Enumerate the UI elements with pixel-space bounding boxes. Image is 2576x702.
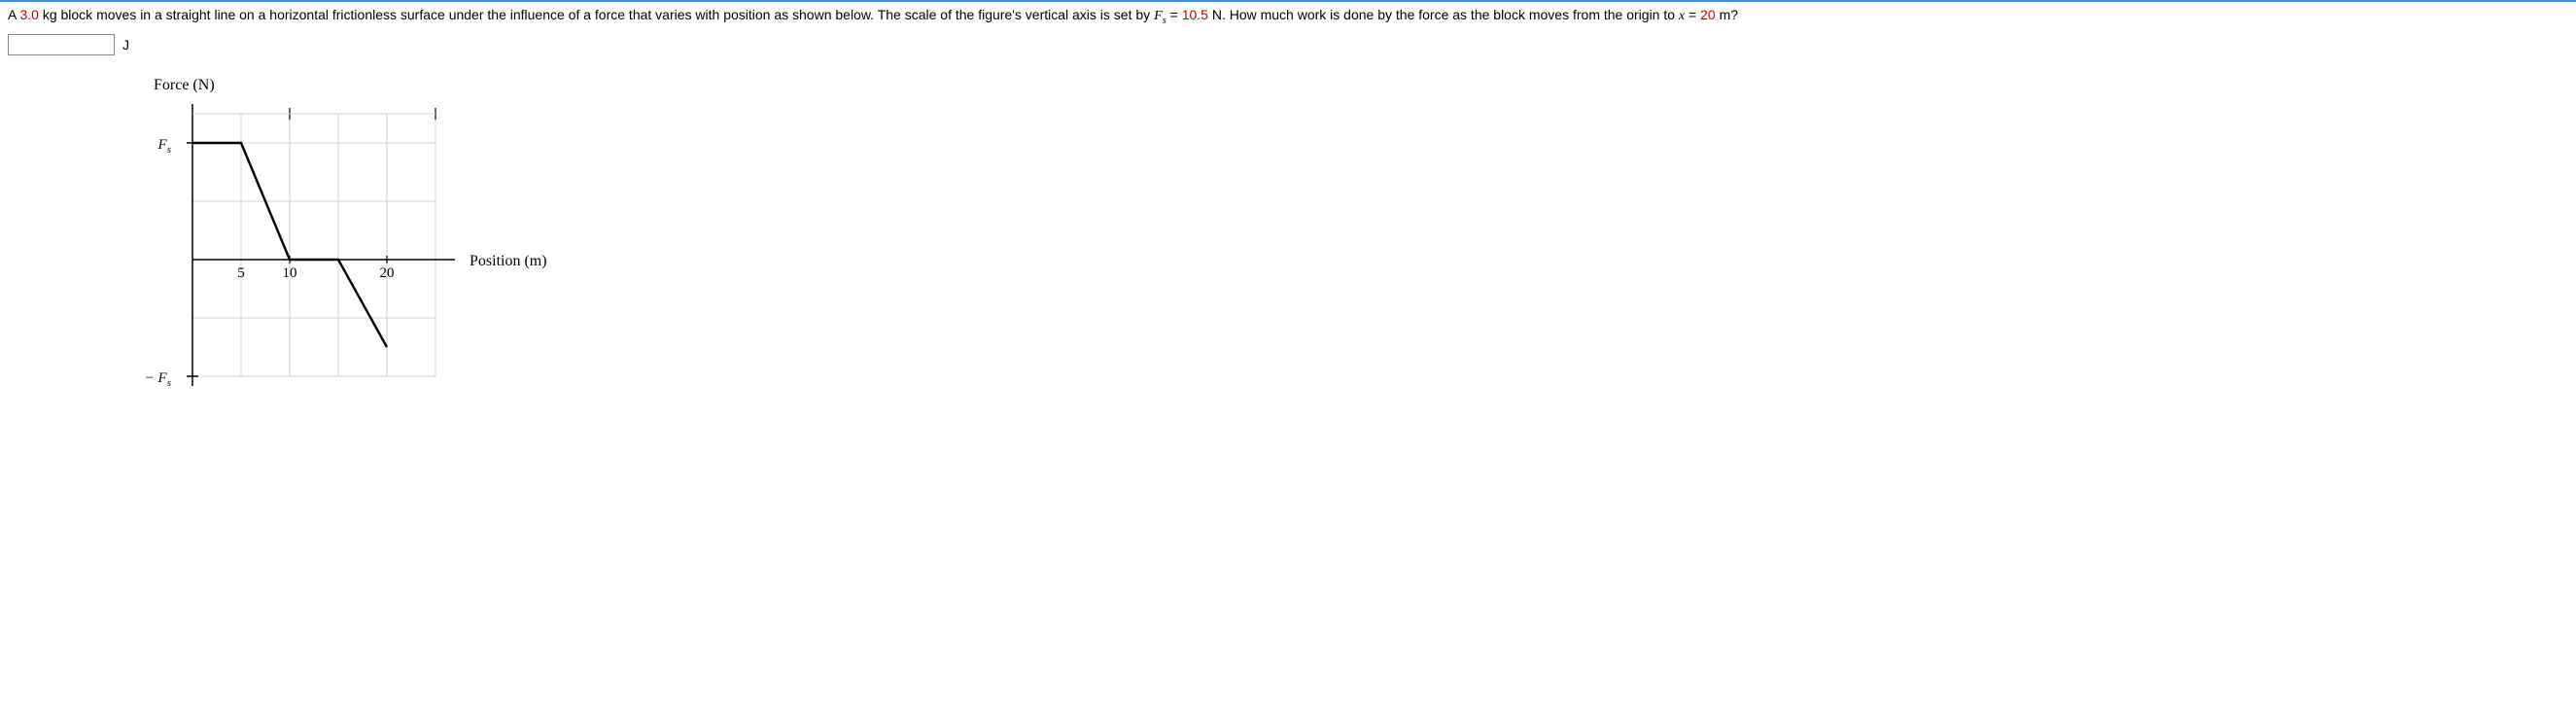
mass-value: 3.0 (19, 7, 38, 22)
unit-label: J (122, 37, 129, 53)
answer-input[interactable] (8, 34, 115, 55)
figure-container: Force (N) Fs − Fs 5 10 20 Po (124, 65, 2568, 405)
x-value: 20 (1700, 7, 1716, 22)
equals-2: = (1685, 7, 1700, 22)
text-after-x: m? (1716, 7, 1738, 22)
x-tick-label: 10 (283, 265, 297, 281)
y-max-label: Fs (157, 137, 171, 156)
y-min-label: − Fs (145, 370, 171, 389)
x-tick-label: 5 (237, 265, 245, 281)
equals-1: = (1166, 7, 1182, 22)
fs-var: F (1154, 9, 1163, 23)
y-axis-title: Force (N) (154, 77, 215, 93)
text-after-fs: N. How much work is done by the force as… (1208, 7, 1679, 22)
force-position-chart: Force (N) Fs − Fs 5 10 20 Po (124, 65, 591, 405)
x-tick-label: 20 (380, 265, 395, 281)
text-prefix: A (8, 7, 19, 22)
question-text: A 3.0 kg block moves in a straight line … (8, 4, 2568, 30)
text-after-mass: kg block moves in a straight line on a h… (39, 7, 1154, 22)
fs-value: 10.5 (1182, 7, 1208, 22)
answer-row: J (8, 34, 2568, 55)
x-axis-title: Position (m) (470, 253, 547, 269)
